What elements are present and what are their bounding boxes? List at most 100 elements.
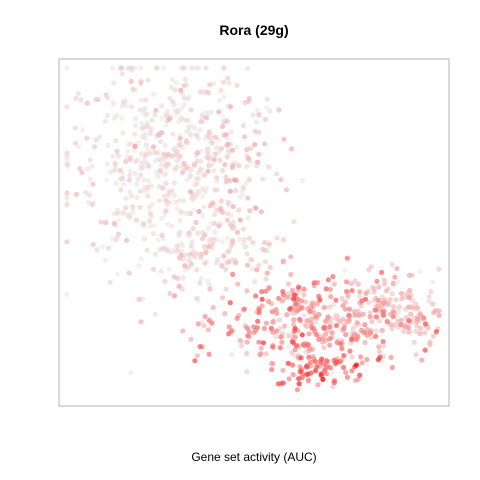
cell-point — [127, 168, 133, 174]
cell-point — [219, 239, 225, 245]
cell-point — [417, 325, 424, 331]
cell-point — [229, 164, 235, 170]
cell-point — [201, 204, 207, 210]
cell-point — [113, 138, 119, 144]
cell-point — [157, 167, 163, 173]
cell-point — [244, 163, 250, 169]
cell-point — [124, 148, 131, 155]
cell-point — [199, 112, 205, 118]
cell-point — [205, 150, 211, 156]
cell-point — [255, 318, 261, 324]
cell-point — [270, 319, 276, 325]
cell-point — [213, 134, 219, 140]
cell-point — [188, 243, 194, 249]
cell-point — [303, 364, 310, 370]
cell-point — [157, 157, 163, 163]
cell-point — [138, 80, 144, 86]
cell-point — [406, 304, 412, 310]
cell-point — [330, 384, 336, 390]
cell-point — [436, 266, 442, 272]
cell-point — [406, 272, 412, 278]
cell-point — [346, 318, 352, 324]
cell-point — [307, 359, 313, 365]
cell-point — [237, 194, 243, 200]
cell-point — [417, 269, 423, 275]
cell-point — [280, 237, 286, 243]
cell-point — [264, 105, 270, 111]
cell-point — [194, 150, 200, 156]
cell-point — [139, 121, 145, 127]
cell-point — [141, 177, 147, 183]
cell-point — [272, 333, 279, 340]
cell-point — [381, 300, 387, 306]
cell-point — [375, 357, 381, 363]
cell-point — [170, 98, 176, 105]
cell-point — [309, 325, 315, 331]
cell-point — [177, 153, 183, 159]
cell-point — [263, 276, 269, 282]
cell-point — [114, 148, 120, 154]
cell-point — [160, 185, 166, 191]
cell-point — [159, 215, 165, 221]
cell-point — [128, 370, 134, 376]
cell-point — [413, 352, 419, 358]
cell-point — [173, 80, 179, 86]
cell-point — [426, 298, 432, 304]
cell-point — [430, 279, 436, 285]
cell-point — [204, 154, 210, 161]
cell-point — [263, 320, 269, 326]
cell-point — [275, 381, 281, 387]
cell-point — [422, 330, 428, 336]
cell-point — [198, 275, 204, 282]
cell-point — [218, 87, 224, 93]
cell-point — [226, 259, 232, 265]
cell-point — [111, 220, 117, 226]
cell-point — [193, 251, 199, 257]
cell-point — [201, 323, 207, 329]
cell-point — [156, 198, 162, 204]
cell-point — [357, 289, 363, 295]
cell-point — [415, 305, 421, 311]
cell-point — [138, 256, 144, 262]
cell-point — [307, 309, 313, 315]
cell-point — [113, 237, 119, 243]
cell-point — [362, 339, 368, 346]
cell-point — [281, 136, 287, 142]
cell-point — [325, 314, 331, 320]
cell-point — [389, 291, 395, 297]
cell-point — [227, 188, 233, 194]
cell-point — [218, 206, 224, 213]
cell-point — [230, 204, 236, 210]
cell-point — [182, 252, 188, 258]
cell-point — [241, 306, 247, 312]
cell-point — [269, 366, 275, 373]
cell-point — [430, 333, 437, 339]
cell-point — [171, 180, 177, 186]
cell-point — [352, 312, 358, 318]
cell-point — [343, 279, 349, 285]
cell-point — [64, 155, 70, 161]
cell-point — [376, 344, 382, 350]
cell-point — [152, 158, 158, 164]
cell-point — [323, 318, 329, 324]
cell-point — [314, 301, 320, 307]
cell-point — [228, 104, 234, 110]
cell-point — [198, 166, 204, 173]
cell-point — [330, 274, 336, 280]
cell-point — [268, 325, 274, 331]
cell-point — [174, 243, 180, 249]
cell-point — [312, 368, 319, 374]
cell-point — [314, 332, 320, 338]
cell-point — [173, 199, 179, 205]
cell-point — [176, 283, 182, 289]
cell-point — [324, 363, 330, 370]
cell-point — [374, 278, 380, 284]
cell-point — [312, 358, 318, 365]
cell-point — [184, 117, 190, 123]
cell-point — [224, 217, 230, 223]
cell-point — [171, 293, 178, 299]
cell-point — [181, 83, 187, 89]
cell-point — [194, 267, 200, 273]
cell-point — [202, 313, 208, 320]
cell-point — [174, 164, 180, 170]
